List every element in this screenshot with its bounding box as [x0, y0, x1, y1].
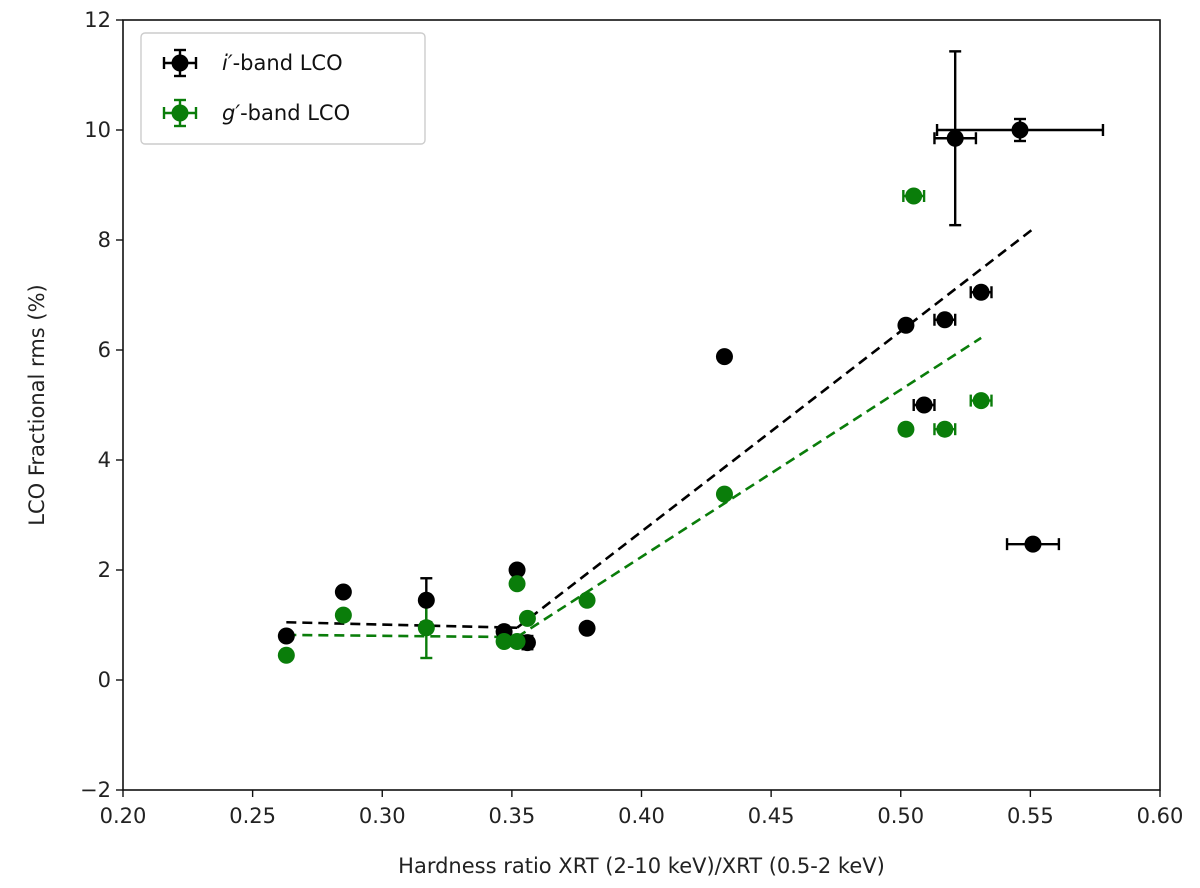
data-point — [715, 348, 733, 366]
data-point — [972, 283, 990, 301]
y-tick-label: 10 — [84, 118, 111, 142]
data-point — [334, 583, 352, 601]
x-tick-label: 0.25 — [229, 804, 276, 828]
y-tick-label: −2 — [80, 778, 111, 802]
fit-line — [286, 633, 518, 639]
data-point — [936, 420, 954, 438]
data-point — [905, 187, 923, 205]
data-point — [578, 591, 596, 609]
x-tick-label: 0.20 — [100, 804, 147, 828]
data-point — [518, 609, 536, 627]
data-point — [417, 591, 435, 609]
y-tick-label: 6 — [98, 338, 111, 362]
x-tick-label: 0.35 — [488, 804, 535, 828]
data-point — [508, 561, 526, 579]
data-point — [495, 633, 513, 650]
x-tick-label: 0.55 — [1007, 804, 1054, 828]
data-point — [915, 396, 933, 414]
legend-marker — [171, 54, 189, 72]
x-axis-title: Hardness ratio XRT (2-10 keV)/XRT (0.5-2… — [398, 854, 885, 878]
x-tick-label: 0.50 — [877, 804, 924, 828]
fit-line — [286, 620, 518, 630]
legend-box — [140, 32, 426, 145]
data-point — [1011, 121, 1029, 139]
y-axis-title: LCO Fractional rms (%) — [25, 284, 49, 525]
data-point — [897, 316, 915, 334]
data-point — [508, 633, 526, 650]
y-tick-label: 0 — [98, 668, 111, 692]
legend-label: g′-band LCO — [222, 101, 350, 125]
y-tick-label: 12 — [84, 8, 111, 32]
y-tick-label: 2 — [98, 558, 111, 582]
data-point — [508, 575, 526, 593]
y-tick-label: 8 — [98, 228, 111, 252]
legend-label-rest: -band LCO — [233, 51, 343, 75]
x-tick-label: 0.40 — [618, 804, 665, 828]
fit-line — [516, 336, 982, 639]
fit-line — [516, 227, 1034, 629]
legend-marker — [171, 104, 189, 122]
data-point — [715, 485, 733, 503]
x-tick-label: 0.30 — [359, 804, 406, 828]
y-tick-label: 4 — [98, 448, 111, 472]
legend-label-italic: g′ — [222, 101, 240, 125]
legend-label-italic: i′ — [222, 51, 233, 75]
data-points — [277, 121, 1042, 664]
legend-label-rest: -band LCO — [240, 101, 350, 125]
data-point — [277, 646, 295, 664]
x-axis-ticks: 0.20 0.25 0.30 0.35 0.40 0.45 0.50 0.55 0.60 — [100, 790, 1184, 828]
x-tick-label: 0.60 — [1137, 804, 1184, 828]
data-point — [1024, 535, 1042, 553]
data-point — [936, 311, 954, 329]
data-point — [972, 392, 990, 410]
data-point — [578, 619, 596, 637]
fit-lines — [286, 227, 1034, 639]
data-point — [277, 627, 295, 645]
data-point — [417, 619, 435, 637]
data-point — [946, 129, 964, 147]
data-point — [334, 606, 352, 624]
y-axis-ticks: −2 0 2 4 6 8 10 12 — [80, 8, 123, 802]
legend-label: i′-band LCO — [222, 51, 343, 75]
x-tick-label: 0.45 — [748, 804, 795, 828]
data-point — [897, 420, 915, 438]
